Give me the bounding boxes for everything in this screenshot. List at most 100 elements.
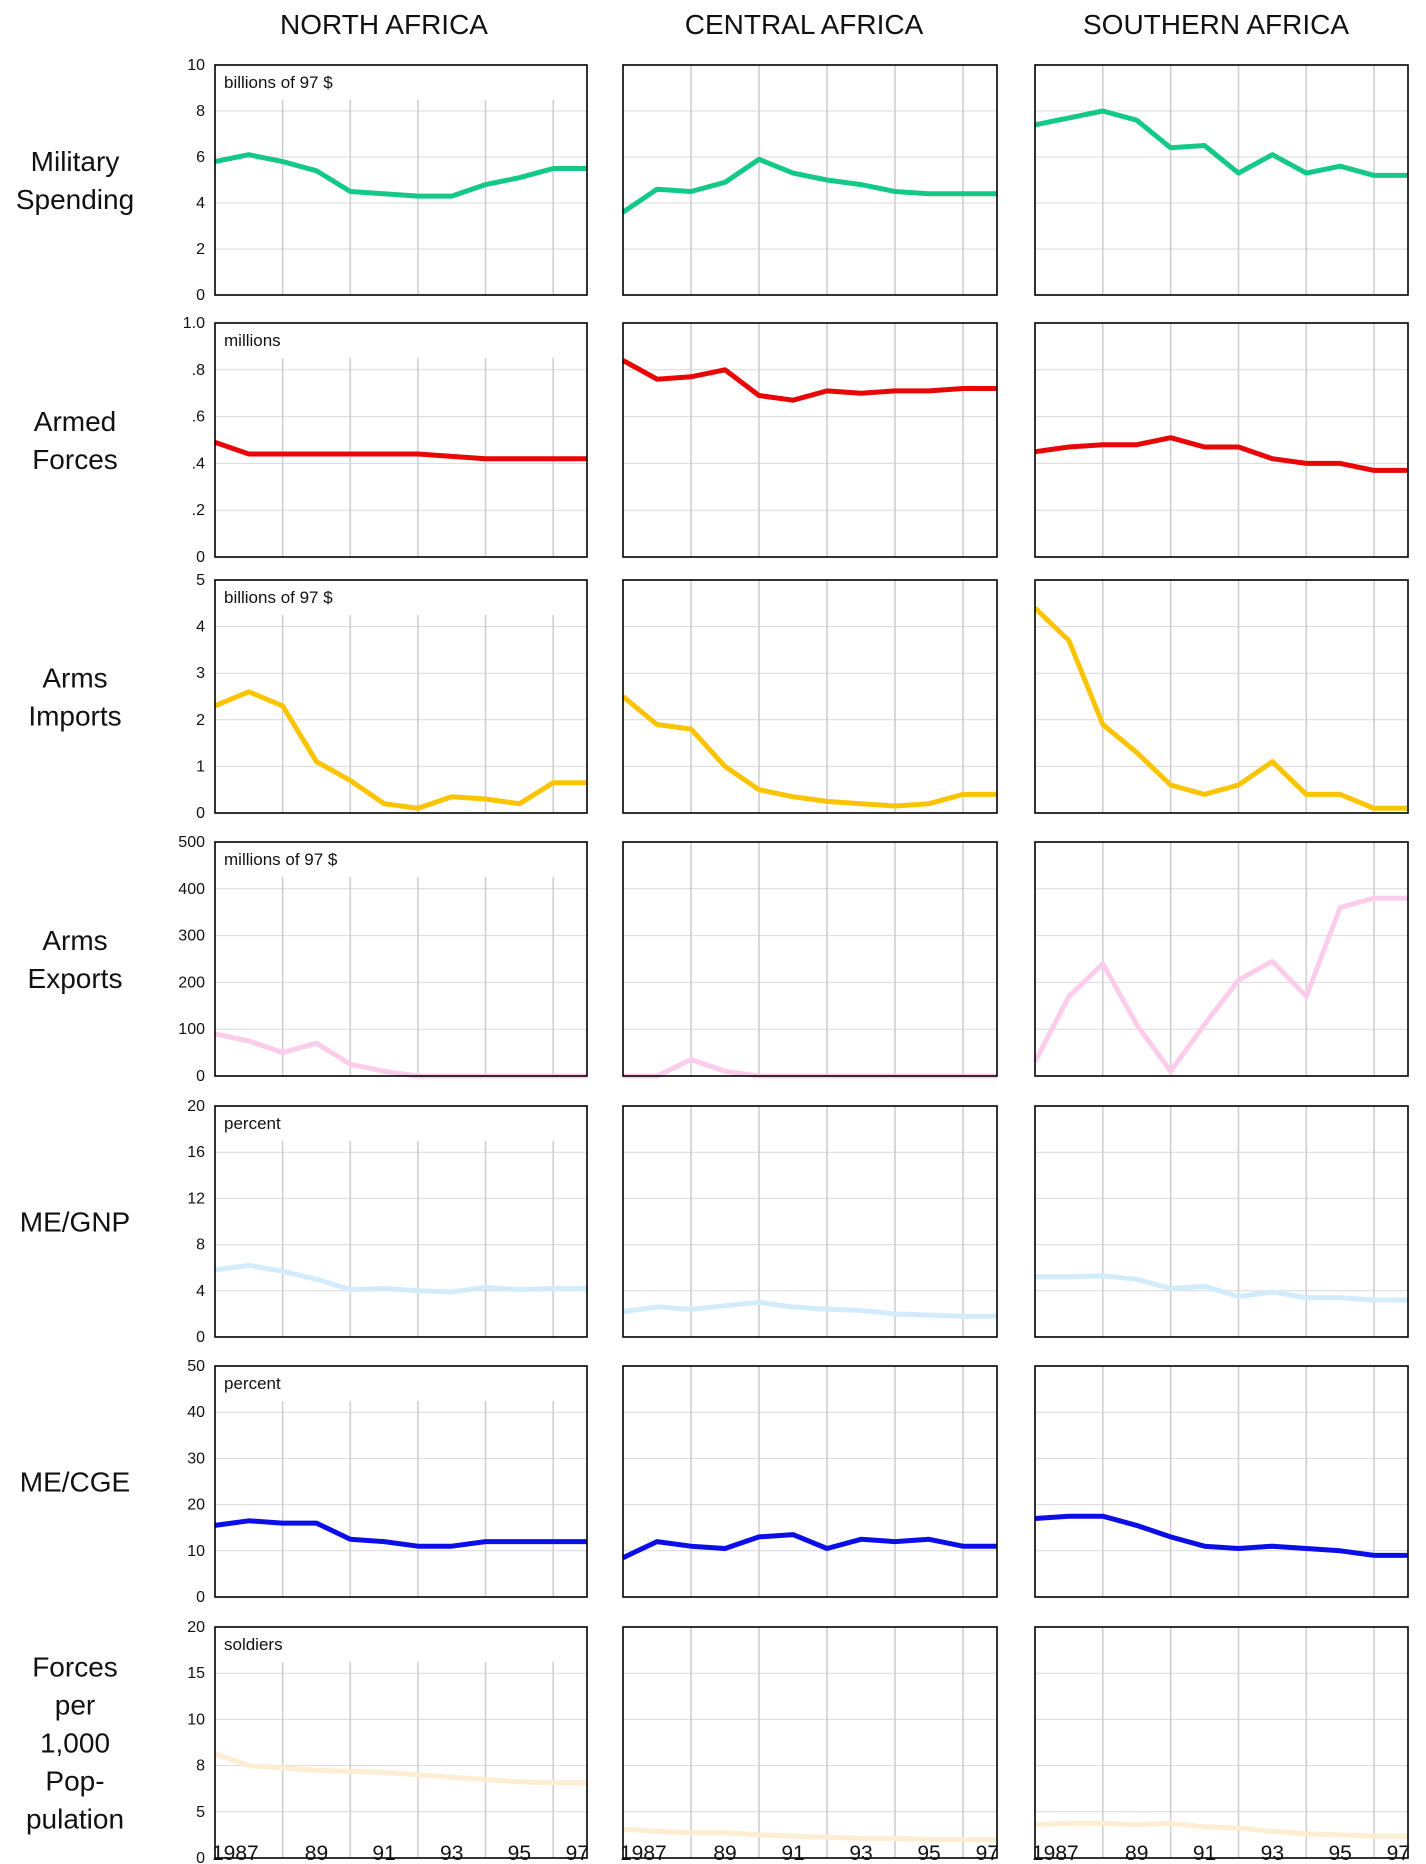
chart-row-4: ME/GNP 20 16 12 8 4 0 percent: [20, 1098, 1409, 1346]
data-point: [723, 1069, 728, 1074]
data-point: [927, 388, 932, 393]
data-point: [551, 1780, 556, 1785]
data-point: [517, 1287, 522, 1292]
x-tick-label: 1987: [620, 1842, 667, 1864]
unit-label: billions of 97 $: [224, 588, 333, 607]
y-tick-label: .8: [192, 362, 205, 379]
data-point: [348, 452, 353, 457]
data-point: [1168, 1069, 1173, 1074]
data-point: [314, 168, 319, 173]
data-point: [1168, 1534, 1173, 1539]
data-point: [1168, 1821, 1173, 1826]
data-point: [280, 1521, 285, 1526]
row-label-line: Arms: [42, 925, 107, 956]
data-point: [415, 1544, 420, 1549]
data-point: [961, 1837, 966, 1842]
data-point: [927, 191, 932, 196]
data-point: [314, 759, 319, 764]
row-label-line: ME/GNP: [20, 1207, 130, 1238]
data-point: [1066, 1514, 1071, 1519]
data-point: [757, 787, 762, 792]
chart-row-3: Arms Exports 500 400 300 200 100 0 millions of 9…: [28, 834, 1409, 1085]
plot-frame: [1034, 64, 1409, 296]
data-point: [1372, 173, 1377, 178]
series-line: [214, 1031, 587, 1079]
data-point: [825, 799, 830, 804]
data-point: [757, 1300, 762, 1305]
data-point: [655, 1829, 660, 1834]
data-point: [246, 689, 251, 694]
data-point: [859, 1836, 864, 1841]
panel-4-1: [622, 1105, 998, 1338]
data-point: [723, 1303, 728, 1308]
panel-3-2: [1032, 841, 1409, 1077]
y-tick-label: 4: [196, 619, 205, 636]
data-point: [483, 1539, 488, 1544]
data-point: [1372, 1298, 1377, 1303]
data-point: [382, 452, 387, 457]
data-point: [689, 374, 694, 379]
data-point: [825, 1307, 830, 1312]
data-point: [1270, 1290, 1275, 1295]
series-line: [214, 152, 587, 199]
data-point: [927, 1537, 932, 1542]
row-label-line: Forces: [32, 1652, 118, 1683]
data-point: [1270, 759, 1275, 764]
data-point: [1168, 435, 1173, 440]
data-point: [893, 388, 898, 393]
data-point: [825, 1835, 830, 1840]
series-line: [621, 694, 997, 809]
panel-6-1: 1987 89 91 93 95 97: [620, 1626, 999, 1864]
data-point: [859, 1537, 864, 1542]
panel-4-0: percent: [214, 1105, 588, 1338]
data-point: [1304, 461, 1309, 466]
data-point: [314, 1041, 319, 1046]
data-point: [246, 1038, 251, 1043]
data-point: [246, 452, 251, 457]
data-point: [1304, 994, 1309, 999]
data-point: [1100, 1514, 1105, 1519]
data-point: [415, 1288, 420, 1293]
data-point: [1202, 445, 1207, 450]
chart-row-6: Forces per 1,000 Pop-pulation 20 15 10 8 5 0 soldi…: [26, 1619, 1410, 1864]
y-tick-label: 12: [187, 1190, 205, 1207]
series-line: [1032, 895, 1408, 1074]
data-point: [314, 1277, 319, 1282]
data-point: [859, 182, 864, 187]
data-point: [348, 1287, 353, 1292]
data-point: [314, 1768, 319, 1773]
series-line: [1034, 108, 1408, 178]
data-point: [825, 1546, 830, 1551]
x-tick-label: 89: [305, 1842, 328, 1864]
panel-1-0: millions: [214, 322, 588, 558]
y-tick-label: 0: [196, 1329, 205, 1346]
data-point: [382, 1539, 387, 1544]
data-point: [791, 171, 796, 176]
data-point: [449, 1544, 454, 1549]
data-point: [1338, 164, 1343, 169]
data-point: [825, 388, 830, 393]
row-label-line: 1,000: [40, 1728, 110, 1759]
data-point: [415, 1772, 420, 1777]
y-tick-label: .4: [192, 455, 205, 472]
data-point: [1134, 1022, 1139, 1027]
plot-frame: [214, 1626, 588, 1859]
row-label-line: Armed: [34, 406, 116, 437]
data-point: [280, 703, 285, 708]
data-point: [1372, 1553, 1377, 1558]
row-label-line: Spending: [16, 184, 134, 215]
series-line: [1034, 1820, 1408, 1839]
data-point: [723, 367, 728, 372]
row-label-line: Imports: [28, 701, 121, 732]
y-tick-label: 0: [196, 1589, 205, 1606]
data-point: [551, 456, 556, 461]
data-point: [517, 175, 522, 180]
y-tick-label: 2: [196, 241, 205, 258]
data-point: [1236, 1826, 1241, 1831]
plot-frame: [214, 1365, 588, 1598]
data-point: [689, 1830, 694, 1835]
y-tick-label: 1.0: [183, 315, 205, 332]
y-tick-label: 2: [196, 712, 205, 729]
data-point: [483, 1285, 488, 1290]
y-tick-label: 20: [187, 1098, 205, 1115]
